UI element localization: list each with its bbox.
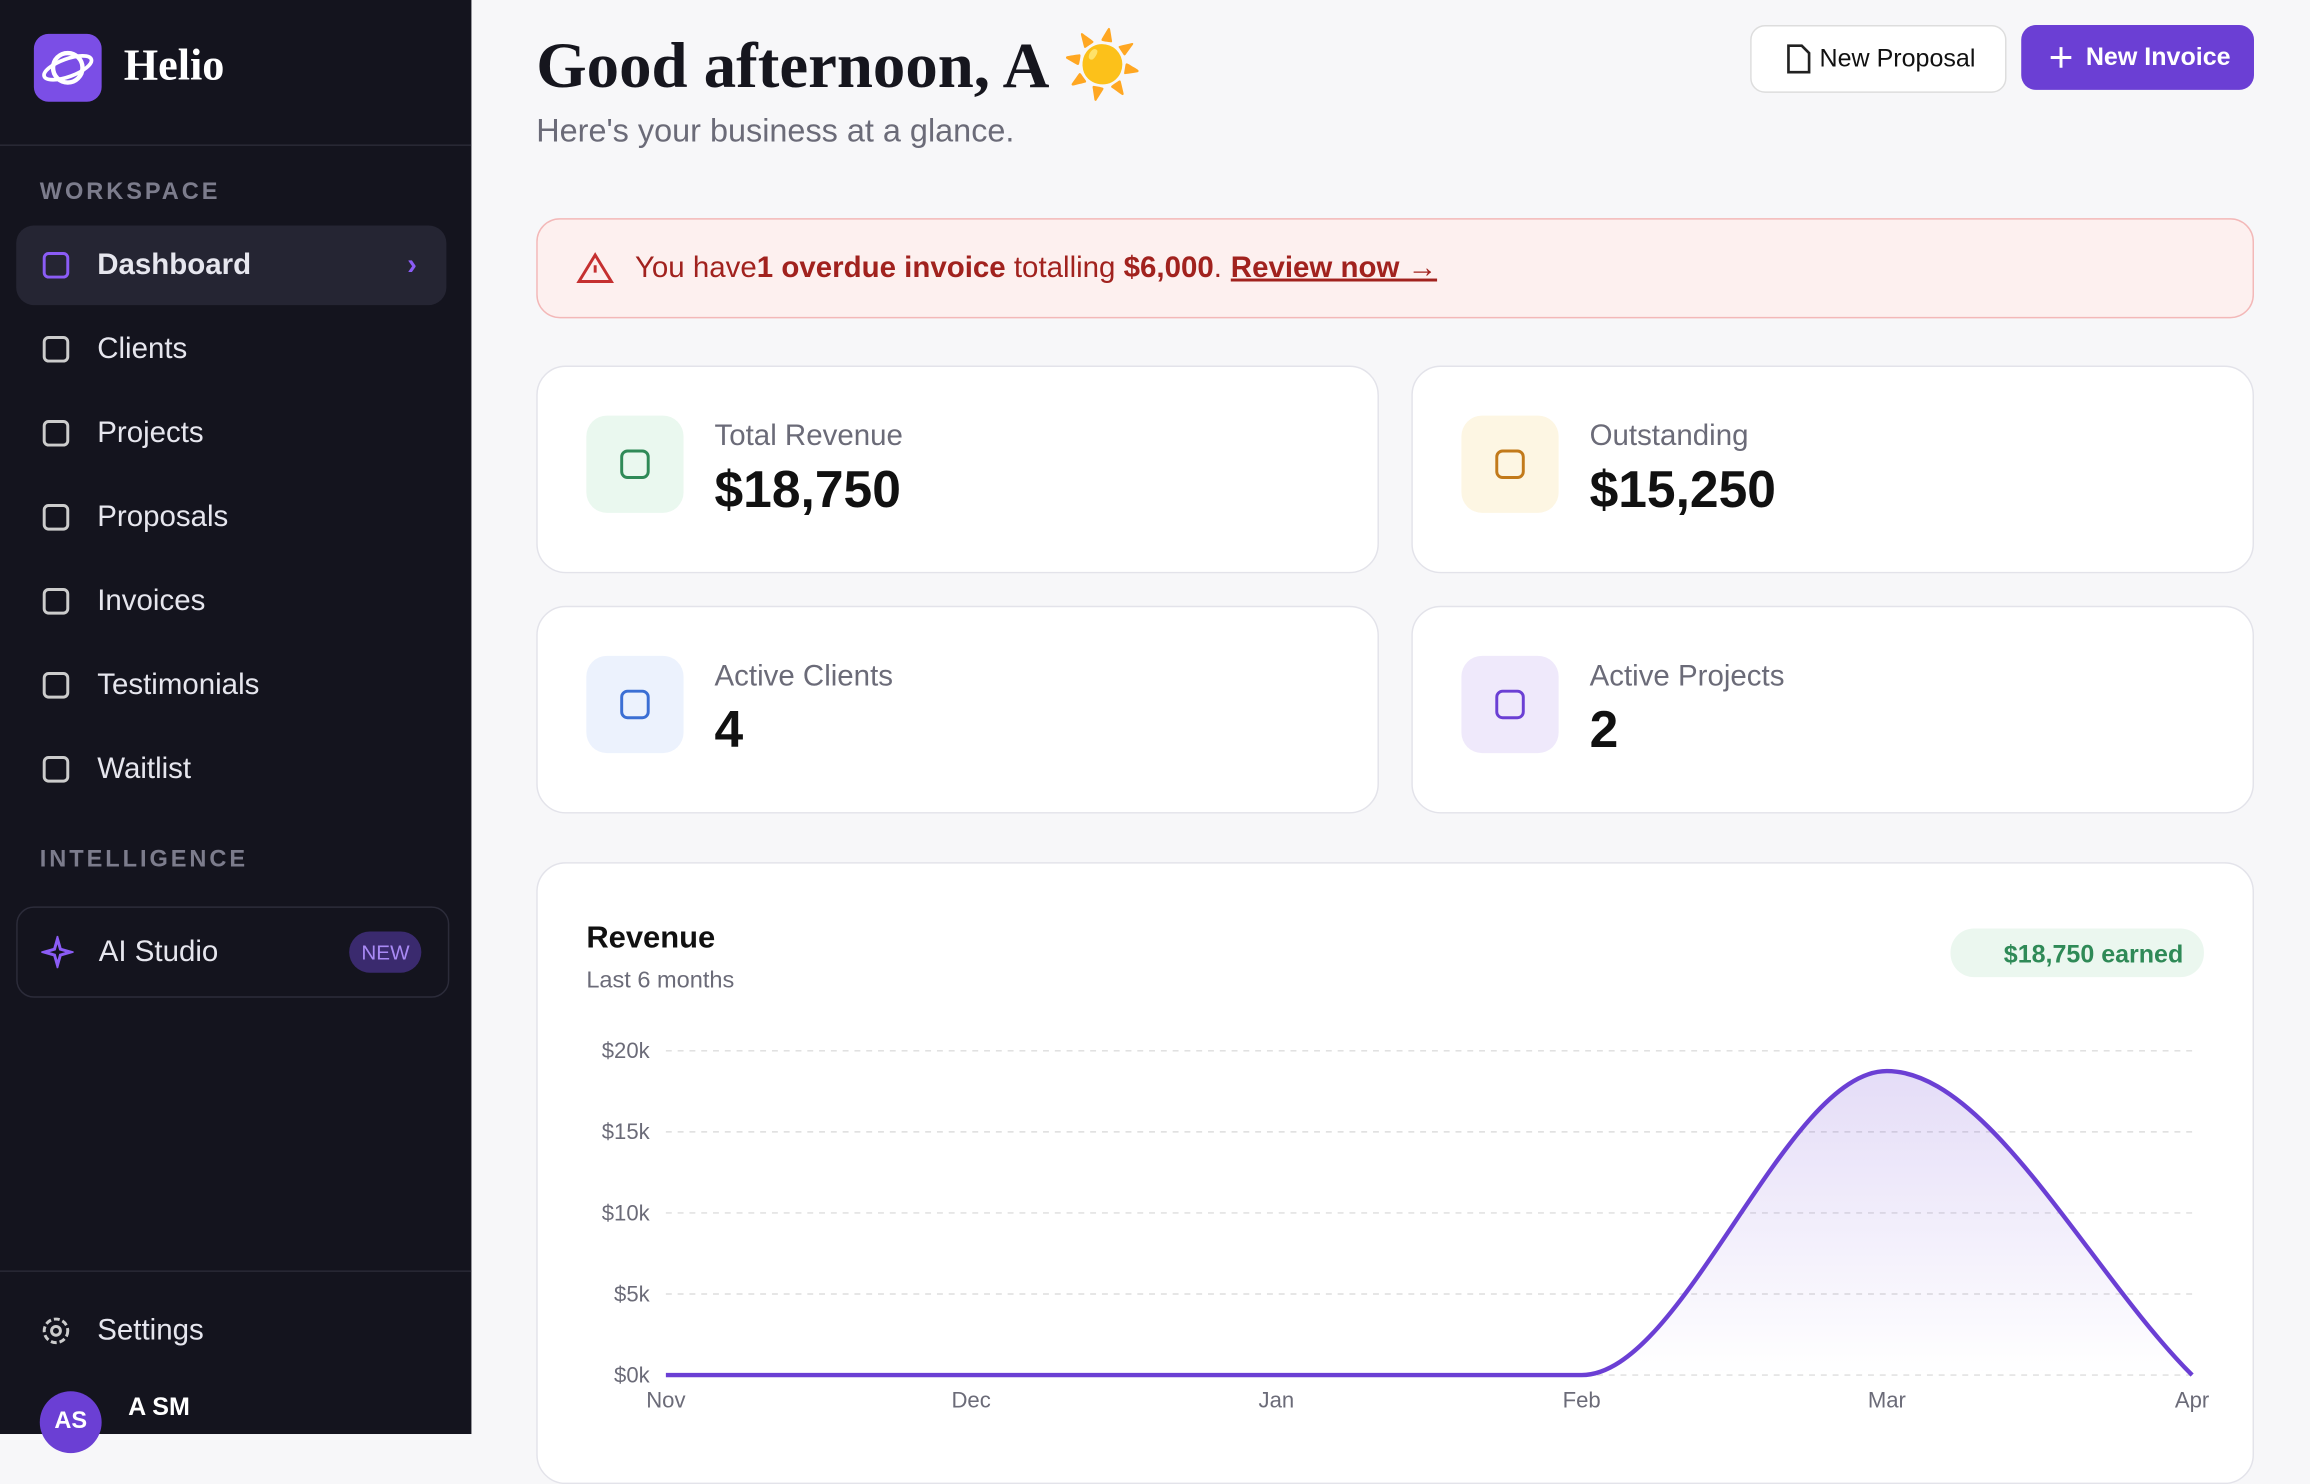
y-tick-label: $5k bbox=[614, 1281, 651, 1306]
chart-badge: $18,750 earned bbox=[2004, 940, 2183, 968]
chart: Revenue Last 6 months $18,750 earned $0k $5k… bbox=[586, 920, 2209, 1413]
y-tick-label: $20k bbox=[602, 1038, 651, 1063]
user-name: A SM bbox=[128, 1392, 190, 1421]
icon bbox=[2050, 47, 2072, 68]
stat-value: $15,250 bbox=[1589, 461, 1776, 519]
section-title: WORKSPACE bbox=[39, 179, 221, 205]
text: You have bbox=[634, 251, 757, 284]
brand: Helio bbox=[123, 41, 225, 90]
area bbox=[665, 1071, 2193, 1376]
icon bbox=[42, 252, 70, 279]
x-tick-label: Dec bbox=[951, 1387, 990, 1412]
stat-label: Active Clients bbox=[714, 660, 893, 693]
y-tick-label: $10k bbox=[602, 1200, 651, 1225]
chevron: › bbox=[407, 248, 417, 281]
section-title: INTELLIGENCE bbox=[39, 847, 249, 873]
greeting: Good afternoon, A ☀️ bbox=[536, 29, 1143, 102]
alert: You have 1 overdue invoice totalling $6,… bbox=[536, 218, 2254, 319]
stat-label: Active Projects bbox=[1589, 660, 1785, 693]
button-label: New Invoice bbox=[2085, 42, 2231, 71]
icon bbox=[1495, 689, 1525, 720]
page: Helio WORKSPACE Dashboard › Clients Project… bbox=[0, 0, 2254, 1484]
y-tick-label: $15k bbox=[602, 1119, 651, 1144]
x-tick-label: Mar bbox=[1868, 1387, 1906, 1412]
icon bbox=[42, 336, 70, 363]
text: . bbox=[1213, 251, 1222, 284]
nav-label: Testimonials bbox=[97, 668, 260, 701]
stat-value: 2 bbox=[1589, 701, 1619, 760]
nav-item[interactable]: Dashboard › bbox=[16, 225, 447, 306]
button-label: New Proposal bbox=[1819, 44, 1976, 73]
nav-item[interactable]: Proposals bbox=[16, 478, 446, 558]
nav-label: Dashboard bbox=[97, 248, 252, 281]
badge: NEW bbox=[349, 931, 422, 973]
stat-icon bbox=[586, 655, 684, 754]
button[interactable]: New Proposal bbox=[1750, 25, 2007, 93]
chart-subtitle: Last 6 months bbox=[586, 966, 734, 992]
icon bbox=[42, 1317, 70, 1345]
icon bbox=[42, 588, 70, 615]
icon bbox=[42, 672, 70, 699]
y-tick-label: $0k bbox=[614, 1362, 651, 1387]
icon bbox=[42, 756, 70, 783]
x-tick-label: Feb bbox=[1563, 1387, 1601, 1412]
nav-item[interactable]: AI Studio NEW bbox=[16, 906, 450, 998]
stat-icon bbox=[586, 415, 684, 513]
stat-card: Active Clients 4 bbox=[536, 605, 1379, 814]
text: totalling bbox=[1005, 251, 1124, 284]
nav-label: Invoices bbox=[97, 584, 206, 617]
icon bbox=[620, 689, 650, 720]
nav-item[interactable]: Invoices bbox=[16, 562, 446, 642]
subtitle: Here's your business at a glance. bbox=[536, 112, 1015, 149]
icon bbox=[576, 252, 615, 283]
nav-label: Settings bbox=[97, 1313, 204, 1347]
x-tick-label: Nov bbox=[646, 1387, 685, 1412]
line bbox=[665, 1068, 2194, 1378]
nav-item[interactable]: Settings bbox=[16, 1291, 446, 1371]
nav-item[interactable]: Testimonials bbox=[16, 646, 446, 726]
x-tick-label: Apr bbox=[2175, 1387, 2209, 1412]
icon bbox=[1787, 44, 1811, 74]
sidebar: Helio WORKSPACE Dashboard › Clients Project… bbox=[0, 0, 472, 1454]
screen: Helio WORKSPACE Dashboard › Clients Project… bbox=[0, 0, 2254, 1484]
logo bbox=[33, 33, 102, 102]
nav-item[interactable]: Waitlist bbox=[16, 730, 446, 810]
stat-value: 4 bbox=[714, 701, 744, 760]
nav-label: Projects bbox=[97, 416, 204, 449]
divider bbox=[0, 144, 472, 146]
stat-card: Outstanding $15,250 bbox=[1411, 365, 2254, 574]
nav-item[interactable]: Clients bbox=[16, 309, 446, 389]
nav-item[interactable]: Projects bbox=[16, 394, 446, 474]
x-tick-label: Jan bbox=[1259, 1387, 1295, 1412]
nav-label: Clients bbox=[97, 332, 188, 365]
icon bbox=[42, 420, 70, 447]
badge-bg bbox=[1950, 928, 2204, 978]
chart-title: Revenue bbox=[586, 920, 715, 955]
divider bbox=[0, 1270, 472, 1272]
nav-label: Waitlist bbox=[97, 752, 192, 785]
stat-icon bbox=[1461, 655, 1559, 754]
stat-label: Total Revenue bbox=[714, 420, 903, 453]
stat-card: Total Revenue $18,750 bbox=[536, 365, 1379, 574]
link[interactable]: Review now → bbox=[1230, 251, 1438, 284]
nav-label: AI Studio bbox=[98, 935, 219, 968]
logo-icon bbox=[42, 50, 94, 85]
text: $6,000 bbox=[1123, 251, 1214, 284]
nav-label: Proposals bbox=[97, 500, 229, 533]
icon bbox=[620, 449, 650, 479]
icon bbox=[41, 935, 74, 969]
icon bbox=[42, 504, 70, 531]
stat-card: Active Projects 2 bbox=[1411, 605, 2254, 814]
text: 1 overdue invoice bbox=[756, 251, 1006, 284]
stat-value: $18,750 bbox=[714, 461, 901, 519]
stat-icon bbox=[1461, 415, 1559, 513]
stat-label: Outstanding bbox=[1589, 420, 1749, 453]
button[interactable]: New Invoice bbox=[2021, 25, 2254, 90]
icon bbox=[1495, 449, 1525, 479]
